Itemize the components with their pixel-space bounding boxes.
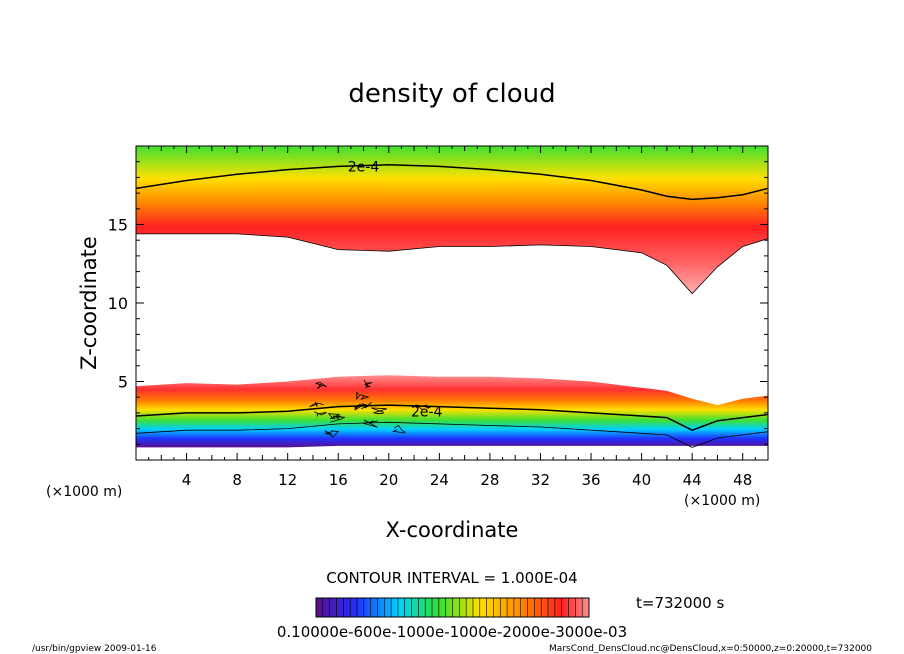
contour-noise-segment [354,403,364,411]
y-axis: 5 10 15 [108,145,768,461]
contour-noise-segment [361,401,372,410]
contour-noise-segment [313,411,327,417]
x-tick-label: 40 [632,471,651,489]
contour-noise-segment [330,415,346,423]
x-tick-label: 28 [480,471,499,489]
contour-noise-segment [392,424,406,434]
contour-noise-segment [362,419,378,428]
y-tick-label: 15 [108,216,128,235]
y-tick-label: 10 [108,294,128,313]
contour-noise-segment [415,404,431,411]
contour-noise-segment [356,391,370,401]
x-axis: 4 8 12 16 20 24 28 32 36 40 44 48 [135,146,769,489]
lower-cloud-layer [136,375,768,448]
x-tick-label: 48 [733,471,752,489]
x-tick-label: 12 [278,471,297,489]
y-tick-label: 5 [118,373,128,392]
x-unit-right: (×1000 m) [684,493,760,509]
contour-noise-segment [309,402,324,408]
upper-layer-edge-contour [136,233,768,295]
x-tick-label: 32 [531,471,550,489]
plot-area [136,146,768,460]
contour-interval: CONTOUR INTERVAL = 1.000E-04 [326,569,577,587]
colorbar-ticks [322,598,583,617]
upper-cloud-layer [136,146,768,294]
chart-title: density of cloud [348,79,555,109]
contour-noise-segment [363,379,373,388]
contour-noise-segment [324,430,340,438]
footer-source: MarsCond_DensCloud.nc@DensCloud,x=0:5000… [549,644,872,654]
x-tick-label: 4 [182,471,192,489]
x-tick-label: 20 [379,471,398,489]
contour-label-upper: 2e-4 [348,159,380,175]
colorbar [315,597,590,618]
lower-contour-2e-4 [136,404,768,432]
x-tick-label: 8 [232,471,242,489]
x-tick-label: 24 [430,471,449,489]
lower-contour-secondary [136,421,768,448]
x-tick-label: 44 [683,471,702,489]
contour-noise [309,379,431,438]
upper-contour-2e-4 [136,164,768,201]
y-axis-label: Z-coordinate [77,236,101,370]
contour-label-lower: 2e-4 [411,404,443,420]
contour-noise-segment [371,407,388,415]
x-unit-left: (×1000 m) [46,484,122,500]
x-tick-label: 16 [329,471,348,489]
colorbar-labels: 0.10000e-600e-1000e-1000e-2000e-3000e-03 [277,623,627,641]
time-label: t=732000 s [636,594,724,612]
contour-noise-segment [315,381,327,389]
footer-program: /usr/bin/gpview 2009-01-16 [32,644,157,654]
x-axis-label: X-coordinate [386,518,519,542]
x-tick-label: 36 [581,471,600,489]
